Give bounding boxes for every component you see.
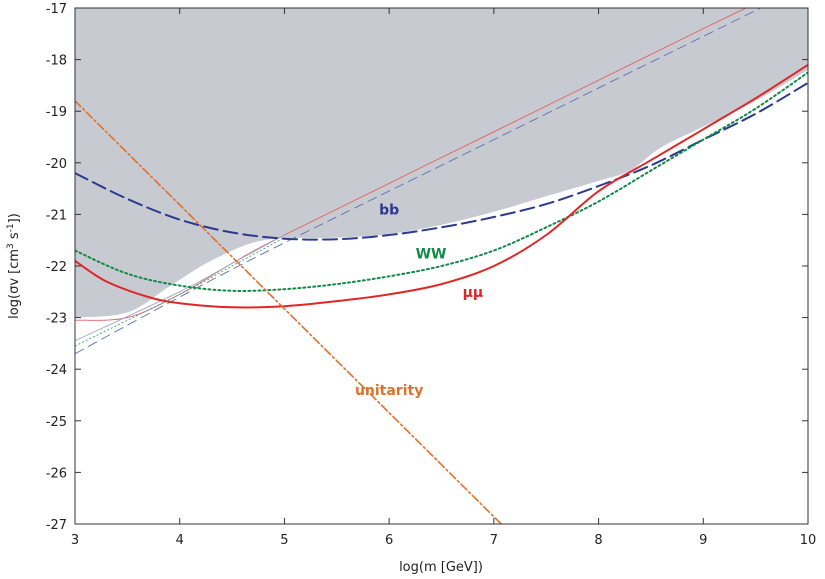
series-label-0: bb (379, 202, 399, 218)
y-tick-label: -25 (46, 415, 67, 430)
excluded-region (75, 8, 808, 318)
series-line-3 (75, 100, 502, 524)
x-tick-label: 3 (71, 533, 79, 548)
y-tick-label: -26 (46, 466, 67, 481)
x-tick-label: 6 (385, 533, 393, 548)
series-line-1 (75, 71, 808, 292)
x-tick-label: 8 (594, 533, 602, 548)
x-axis-label: log(m [GeV]) (399, 560, 483, 575)
y-tick-labels: -17 -18 -19 -20 -21 -22 -23 -24 -25 -26 -27 (46, 2, 67, 533)
y-tick-label: -21 (46, 208, 67, 223)
y-tick-label: -23 (46, 312, 67, 327)
x-tick-label: 9 (699, 533, 707, 548)
y-tick-label: -19 (46, 105, 67, 120)
series-lines-group (75, 63, 808, 524)
y-tick-label: -18 (46, 54, 67, 69)
series-label-3: unitarity (355, 383, 423, 399)
thin-line-3 (75, 234, 285, 342)
y-tick-label: -17 (46, 2, 67, 17)
thin-line-2 (75, 237, 285, 347)
thin-line-1 (75, 8, 762, 355)
y-tick-label: -22 (46, 260, 67, 275)
series-label-1: WW (416, 246, 447, 262)
x-tick-label: 4 (176, 533, 184, 548)
series-annotations: bb WW μμ unitarity (355, 202, 483, 399)
thin-lines-group (75, 8, 762, 355)
x-tick-label: 7 (490, 533, 498, 548)
tick-marks (74, 7, 809, 525)
x-tick-label: 10 (800, 533, 817, 548)
y-axis-label: log(σv [cm3 s-1]) (6, 213, 22, 319)
x-tick-label: 5 (280, 533, 288, 548)
plot-area (75, 8, 808, 524)
series-line-2 (75, 63, 808, 309)
y-tick-label: -27 (46, 518, 67, 533)
series-line-0 (75, 81, 808, 241)
y-tick-label: -24 (46, 363, 67, 378)
x-tick-labels: 3 4 5 6 7 8 9 10 (71, 533, 816, 548)
y-tick-label: -20 (46, 157, 67, 172)
series-label-2: μμ (463, 285, 484, 301)
